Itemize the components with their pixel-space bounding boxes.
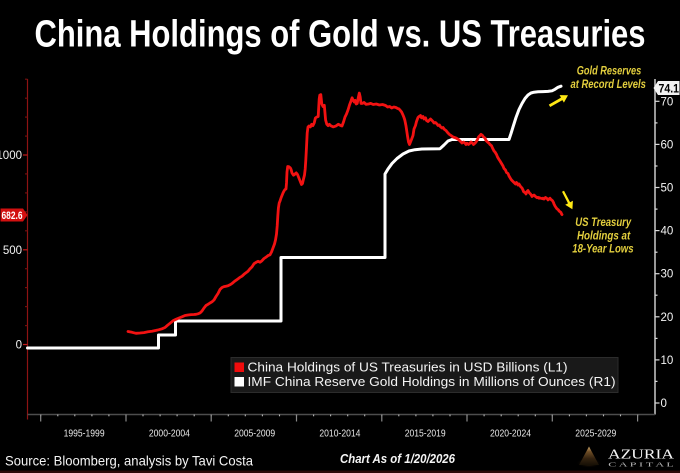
svg-text:2020-2024: 2020-2024 bbox=[490, 429, 531, 440]
svg-text:Holdings at: Holdings at bbox=[577, 229, 631, 242]
svg-text:C A P I T A L: C A P I T A L bbox=[608, 461, 674, 468]
svg-text:China Holdings of Gold vs. US: China Holdings of Gold vs. US Treasuries bbox=[35, 14, 646, 56]
svg-text:682.6: 682.6 bbox=[2, 210, 23, 222]
svg-text:18-Year Lows: 18-Year Lows bbox=[572, 243, 634, 256]
svg-text:US Treasury: US Treasury bbox=[575, 216, 631, 229]
svg-text:2005-2009: 2005-2009 bbox=[234, 429, 275, 440]
svg-text:20: 20 bbox=[661, 312, 674, 324]
svg-text:IMF China Reserve Gold Holding: IMF China Reserve Gold Holdings in Milli… bbox=[248, 374, 616, 389]
svg-text:2010-2014: 2010-2014 bbox=[319, 429, 360, 440]
svg-text:30: 30 bbox=[661, 269, 674, 281]
svg-text:1995-1999: 1995-1999 bbox=[64, 429, 105, 440]
svg-text:40: 40 bbox=[661, 226, 674, 238]
svg-text:China Holdings of US Treasurie: China Holdings of US Treasuries in USD B… bbox=[248, 360, 568, 375]
svg-text:1000: 1000 bbox=[0, 150, 22, 162]
svg-text:Source: Bloomberg, analysis by: Source: Bloomberg, analysis by Tavi Cost… bbox=[5, 452, 253, 468]
svg-text:10: 10 bbox=[661, 355, 674, 367]
svg-text:2015-2019: 2015-2019 bbox=[405, 429, 446, 440]
svg-text:50: 50 bbox=[661, 183, 674, 195]
svg-text:2000-2004: 2000-2004 bbox=[149, 429, 190, 440]
svg-text:Chart As of 1/20/2026: Chart As of 1/20/2026 bbox=[340, 452, 456, 466]
svg-text:500: 500 bbox=[3, 245, 22, 257]
svg-text:70: 70 bbox=[661, 96, 674, 108]
svg-text:74.1: 74.1 bbox=[659, 81, 680, 95]
svg-text:2025-2029: 2025-2029 bbox=[575, 429, 616, 440]
svg-text:0: 0 bbox=[16, 340, 22, 352]
svg-text:at Record Levels: at Record Levels bbox=[571, 78, 647, 91]
svg-text:Gold Reserves: Gold Reserves bbox=[577, 64, 642, 77]
svg-text:AZURIA: AZURIA bbox=[608, 447, 674, 462]
svg-text:60: 60 bbox=[661, 139, 674, 151]
svg-text:0: 0 bbox=[661, 398, 667, 410]
